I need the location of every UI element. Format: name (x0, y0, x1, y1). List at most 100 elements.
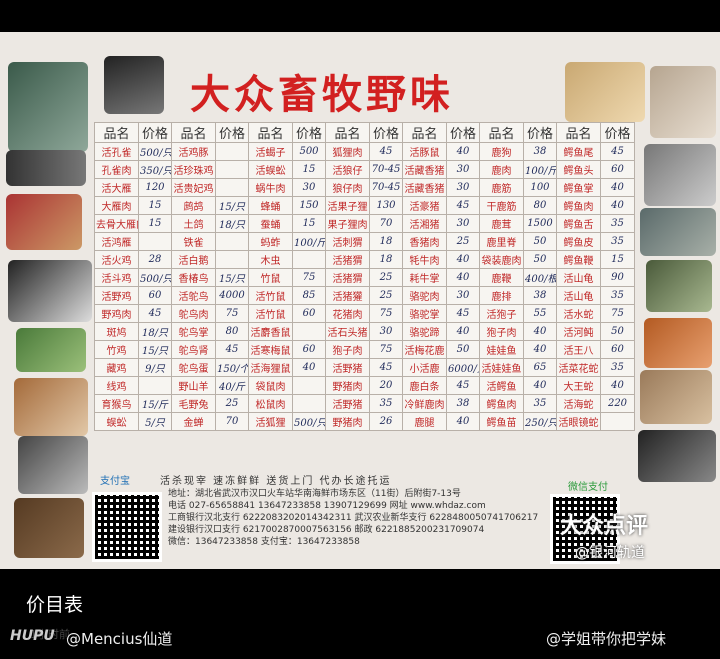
footer-line: 微信：13647233858 支付宝：13647233858 (168, 537, 360, 547)
item-price: 80 (215, 322, 249, 341)
item-name: 鳄鱼尾 (556, 142, 601, 161)
bird-image (646, 260, 712, 312)
item-name: 活豚鼠 (402, 142, 447, 161)
camel-image (565, 62, 645, 122)
item-name: 活斗鸡 (94, 268, 139, 287)
table-row: 活鸿雁 铁雀 蚂蚱 100/斤 活刺猬 18 香猪肉 25 鹿里脊 50 鳄鱼皮 35 (94, 232, 635, 251)
hupu-logo: HUPU (10, 628, 55, 644)
item-price: 38 (523, 286, 557, 305)
item-name: 鸵鸟肉 (171, 304, 216, 323)
item-price: 75 (369, 304, 403, 323)
column-header: 品名 (94, 122, 139, 143)
column-header: 品名 (248, 122, 293, 143)
item-name: 铁雀 (171, 232, 216, 251)
item-name: 线鸡 (94, 376, 139, 395)
item-price: 45 (369, 358, 403, 377)
item-price: 500/只 (138, 268, 172, 287)
item-name: 袋装鹿肉 (479, 250, 524, 269)
item-price: 100 (523, 178, 557, 197)
table-row: 藏鸡9/只鸵鸟蛋150/个活海狸鼠40活野猪45小活鹿6000/只活娃娃鱼65活… (94, 358, 635, 377)
column-header: 价格 (446, 122, 480, 143)
item-price: 40 (446, 142, 480, 161)
wechat-qr-code (550, 494, 620, 564)
item-name: 冷鲜鹿肉 (402, 394, 447, 413)
item-price: 40 (600, 376, 635, 395)
item-name: 牦牛肉 (402, 250, 447, 269)
bottom-bar: 1小时前 HUPU @Mencius仙道 @学姐带你把学妹 (0, 622, 720, 659)
item-name: 活娃娃鱼 (479, 358, 524, 377)
item-price: 50 (446, 340, 480, 359)
item-price: 90 (600, 268, 635, 287)
item-price: 130 (369, 196, 403, 215)
item-price: 15/只 (138, 340, 172, 359)
item-price: 45 (446, 304, 480, 323)
item-name: 鸵鸟蛋 (171, 358, 216, 377)
item-name: 鹿筋 (479, 178, 524, 197)
item-name: 鳄鱼苗 (479, 412, 524, 431)
item-price: 40 (292, 358, 326, 377)
item-price: 60 (600, 340, 635, 359)
item-name: 活梅花鹿 (402, 340, 447, 359)
table-row: 竹鸡 15/只 鸵鸟肾 45 活寒梅鼠 60 狍子肉 75 活梅花鹿 50 娃娃鱼 40 活王八 60 (94, 340, 635, 359)
item-name: 野猪肉 (325, 412, 370, 431)
item-price (292, 376, 326, 395)
item-price: 20 (369, 376, 403, 395)
item-name: 娃娃鱼 (479, 340, 524, 359)
item-price (292, 250, 326, 269)
item-price: 45 (369, 142, 403, 161)
item-name: 鳄鱼肉 (556, 196, 601, 215)
item-price (138, 376, 172, 395)
item-name: 活菜花蛇 (556, 358, 601, 377)
item-name: 活鸡豚 (171, 142, 216, 161)
item-name: 去骨大雁肉 (94, 214, 139, 233)
item-name: 活猪猬 (325, 250, 370, 269)
item-price: 38 (446, 394, 480, 413)
item-name: 鳄鱼舌 (556, 214, 601, 233)
item-price: 60 (138, 286, 172, 305)
item-price: 15/只 (215, 268, 249, 287)
item-name: 活大雁 (94, 178, 139, 197)
user-watermark: @银河轨道 (575, 545, 645, 561)
item-name: 鹿腿 (402, 412, 447, 431)
column-header: 价格 (523, 122, 557, 143)
item-price: 26 (369, 412, 403, 431)
item-price: 40 (446, 250, 480, 269)
item-price: 75 (215, 304, 249, 323)
poster-title: 大众畜牧野味 (190, 71, 454, 118)
item-name: 香猪肉 (402, 232, 447, 251)
item-name: 香椿鸟 (171, 268, 216, 287)
item-price: 30 (446, 160, 480, 179)
author-handle: @Mencius仙道 (66, 630, 173, 648)
column-header: 品名 (171, 122, 216, 143)
turtle-image (640, 208, 716, 256)
item-name: 斑鸠 (94, 322, 139, 341)
item-name: 活野鸡 (94, 286, 139, 305)
table-row: 活野鸡 60 活鸵鸟 4000 活竹鼠 85 活猪獾 25 骆驼肉 30 鹿排 38 活山龟 35 (94, 286, 635, 305)
poster-footer: 地址：湖北省武汉市汉口火车站华南海鲜市场东区（11街）后附街7-13号电话 02… (168, 488, 608, 548)
item-name: 活鸿雁 (94, 232, 139, 251)
item-price: 15 (292, 214, 326, 233)
footer-line: 电话 027-65658841 13647233858 13907129699 … (168, 501, 486, 511)
item-price: 35 (600, 214, 635, 233)
monkey-image (14, 498, 84, 558)
item-name: 土鸽 (171, 214, 216, 233)
dianping-watermark: 大众点评 (560, 514, 649, 539)
fish-image (6, 150, 86, 186)
item-price: 30 (446, 178, 480, 197)
item-name: 干鹿筋 (479, 196, 524, 215)
column-header: 品名 (402, 122, 447, 143)
item-name: 活白鹅 (171, 250, 216, 269)
item-name: 活豪猪 (402, 196, 447, 215)
item-name: 果子狸肉 (325, 214, 370, 233)
weibo-handle: @学姐带你把学妹 (546, 630, 667, 648)
item-price: 65 (523, 358, 557, 377)
item-price: 250/只 (523, 412, 557, 431)
item-price: 45 (446, 196, 480, 215)
item-price: 18 (369, 250, 403, 269)
item-price: 15/只 (215, 196, 249, 215)
item-name: 骆驼掌 (402, 304, 447, 323)
footer-line: 地址：湖北省武汉市汉口火车站华南海鲜市场东区（11街）后附街7-13号 (168, 489, 461, 499)
table-row: 斑鸠 18/只 鸵鸟掌 80 活麝香鼠 活石头猪 30 骆驼蹄 40 狍子肉 40 活河鲀 50 (94, 322, 635, 341)
item-name: 木虫 (248, 250, 293, 269)
goat-image (8, 260, 92, 322)
